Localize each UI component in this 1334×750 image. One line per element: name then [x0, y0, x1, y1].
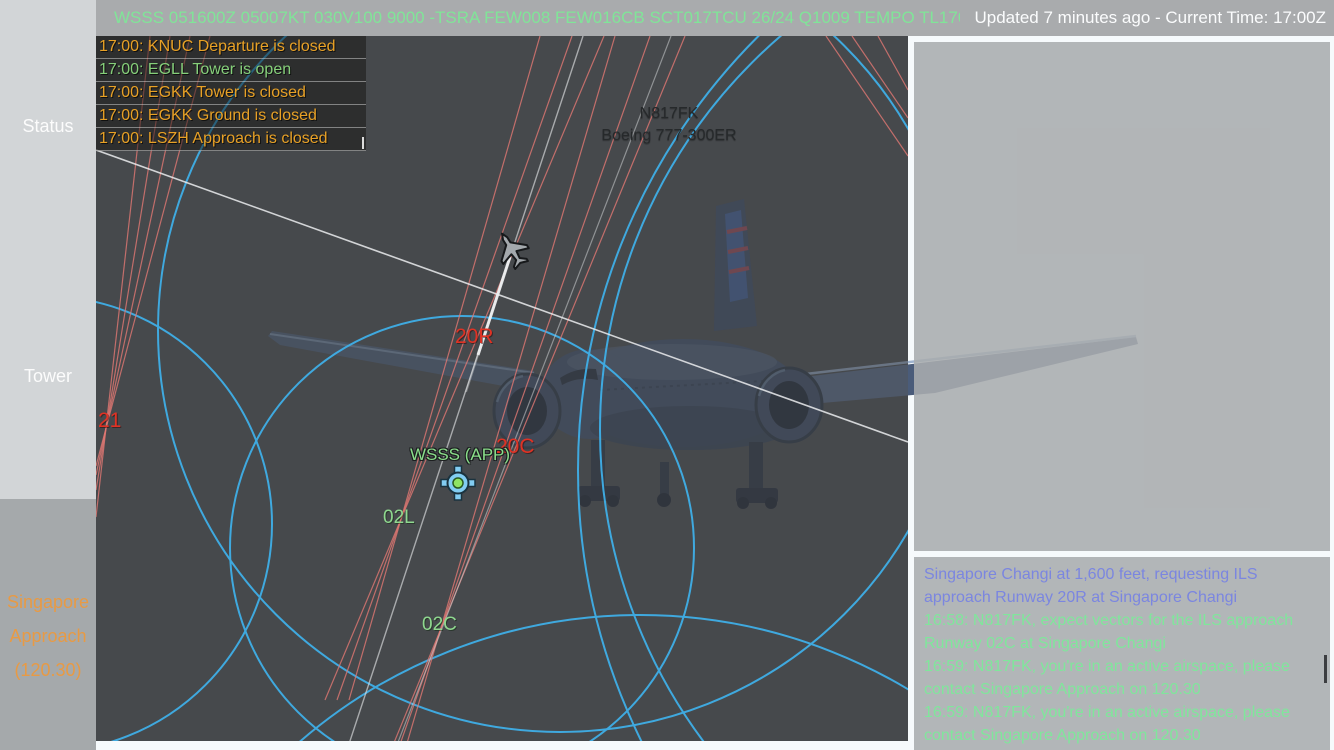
top-status-bar: WSSS 051600Z 05007KT 030V100 9000 -TSRA … — [96, 0, 1334, 36]
aircraft-callsign: N817FK — [639, 105, 699, 122]
runway-label-21: 21 — [98, 409, 122, 432]
metar-text: WSSS 051600Z 05007KT 030V100 9000 -TSRA … — [114, 8, 961, 27]
chat-message: approach Runway 20R at Singapore Changi — [924, 589, 1238, 606]
aircraft-data-tag[interactable]: N817FK Boeing 777-300ER — [596, 103, 742, 147]
status-feed-row: 17:00: LSZH Approach is closed — [96, 128, 366, 151]
chat-message: 16:58: N817FK, expect vectors for the IL… — [924, 612, 1294, 629]
sidebar-item-tower[interactable]: Tower — [23, 366, 72, 386]
status-feed-row: 17:00: EGLL Tower is open — [96, 59, 366, 82]
sidebar-active-section[interactable]: Singapore Approach (120.30) — [0, 499, 96, 750]
aircraft-type: Boeing 777-300ER — [601, 127, 737, 144]
runway-label-02C: 02C — [422, 614, 457, 635]
chat-message: 16:59: N817FK, you're in an active airsp… — [924, 704, 1290, 721]
chat-message: 16:59: N817FK, you're in an active airsp… — [924, 658, 1290, 675]
atc-chat-panel[interactable]: Singapore Changi at 1,600 feet, requesti… — [914, 557, 1330, 750]
left-sidebar: Status Tower Singapore Approach (120.30) — [0, 0, 96, 750]
right-info-panel[interactable] — [914, 42, 1330, 551]
updated-time-text: Updated 7 minutes ago - Current Time: 17… — [974, 8, 1326, 27]
chat-message: contact Singapore Approach on 120.30 — [924, 681, 1201, 698]
status-feed-row: 17:00: KNUC Departure is closed — [96, 36, 366, 59]
runway-label-02L: 02L — [383, 507, 415, 528]
airport-label-wsss-app[interactable]: WSSS (APP) — [409, 445, 511, 464]
chat-scrollbar-thumb[interactable] — [1324, 655, 1327, 683]
station-status-feed[interactable]: 17:00: KNUC Departure is closed 17:00: E… — [96, 36, 366, 151]
chat-message: Runway 02C at Singapore Changi — [924, 635, 1166, 652]
sidebar-item-status[interactable]: Status — [22, 116, 74, 136]
runway-label-20R: 20R — [455, 325, 494, 348]
feed-scroll-tick — [362, 137, 364, 149]
status-feed-row: 17:00: EGKK Tower is closed — [96, 82, 366, 105]
sidebar-item-singapore-approach[interactable]: Singapore Approach (120.30) — [6, 592, 90, 680]
status-feed-row: 17:00: EGKK Ground is closed — [96, 105, 366, 128]
chat-message: Singapore Changi at 1,600 feet, requesti… — [924, 566, 1258, 583]
chat-message: contact Singapore Approach on 120.30 — [924, 727, 1201, 744]
aircraft-icon[interactable] — [489, 226, 534, 273]
airport-icon-wsss[interactable] — [440, 465, 476, 501]
